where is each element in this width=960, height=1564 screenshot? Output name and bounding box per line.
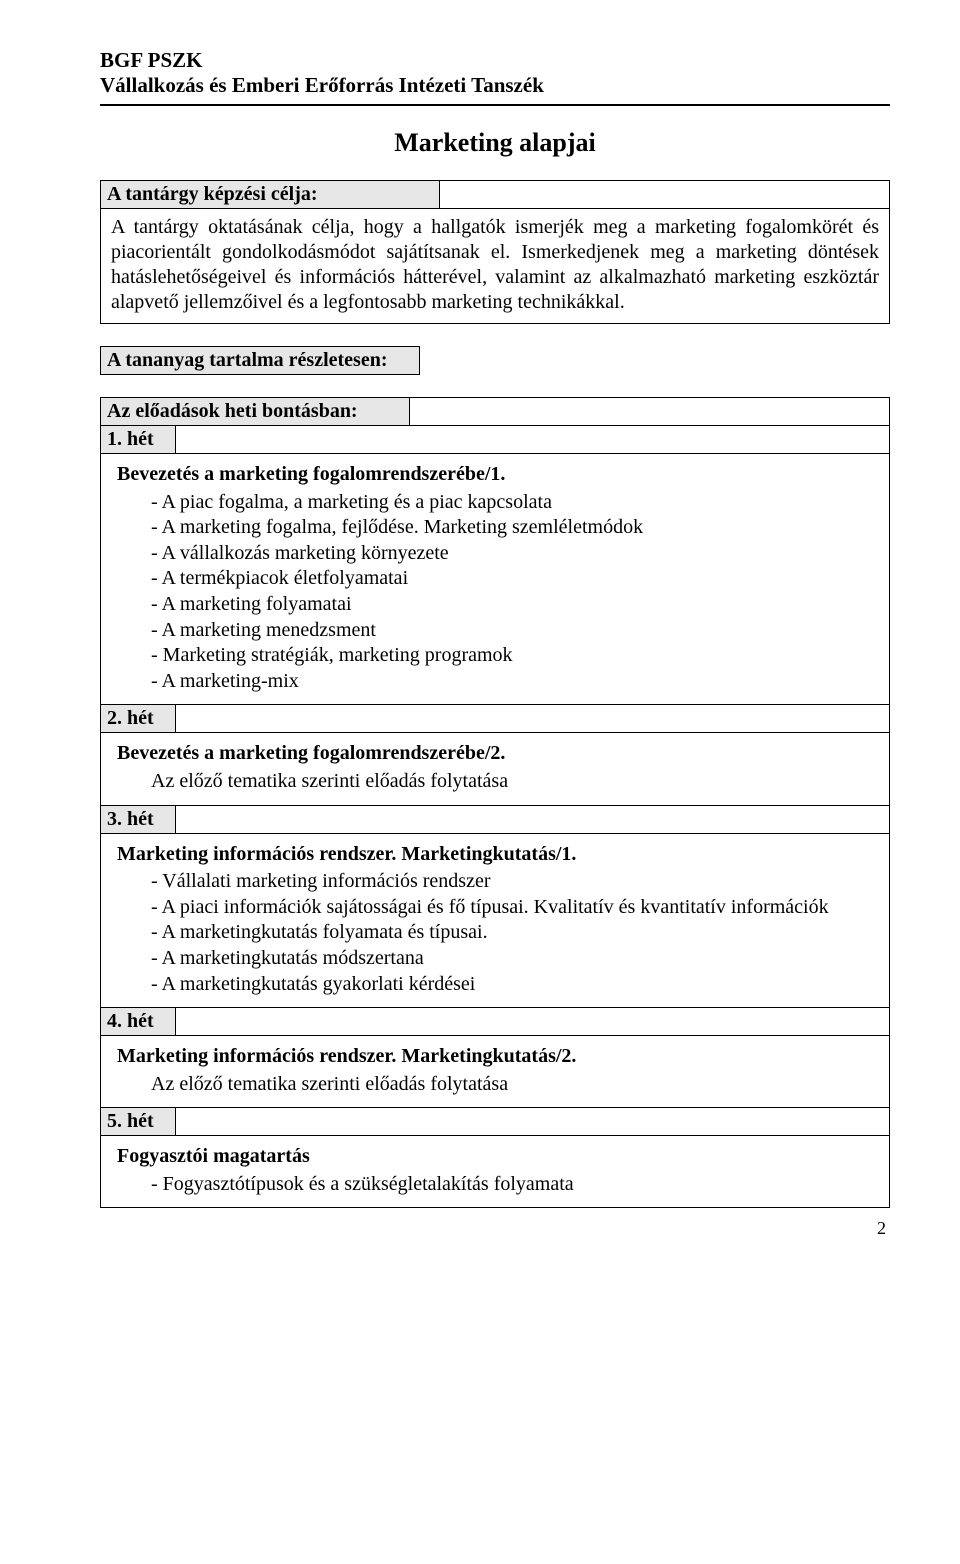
- goal-label: A tantárgy képzési célja:: [100, 180, 440, 209]
- week-row: 1. hét: [100, 426, 890, 454]
- bullet-item: - A marketing fogalma, fejlődése. Market…: [151, 515, 875, 541]
- week-bullets: - A piac fogalma, a marketing és a piac …: [117, 490, 875, 695]
- weekly-label-tail: [410, 397, 890, 426]
- week-label: 2. hét: [101, 705, 176, 732]
- week-label-tail: [176, 705, 889, 732]
- bullet-item: - Vállalati marketing információs rendsz…: [151, 869, 875, 895]
- week-content: Fogyasztói magatartás- Fogyasztótípusok …: [100, 1136, 890, 1208]
- bullet-item: - Marketing stratégiák, marketing progra…: [151, 643, 875, 669]
- bullet-item: - A marketing folyamatai: [151, 592, 875, 618]
- week-bullets: - Fogyasztótípusok és a szükségletalakít…: [117, 1172, 875, 1198]
- bullet-item: - A piac fogalma, a marketing és a piac …: [151, 490, 875, 516]
- document-header: BGF PSZK Vállalkozás és Emberi Erőforrás…: [100, 48, 890, 98]
- header-line-2: Vállalkozás és Emberi Erőforrás Intézeti…: [100, 73, 890, 98]
- bullet-item: - A marketingkutatás módszertana: [151, 946, 875, 972]
- week-row: 2. hét: [100, 705, 890, 733]
- goal-text: A tantárgy oktatásának célja, hogy a hal…: [100, 209, 890, 324]
- week-topic-title: Marketing információs rendszer. Marketin…: [117, 1044, 875, 1070]
- weekly-label-row: Az előadások heti bontásban:: [100, 397, 890, 426]
- week-note: Az előző tematika szerinti előadás folyt…: [117, 1072, 875, 1098]
- week-label: 5. hét: [101, 1108, 176, 1135]
- bullet-item: - A marketing menedzsment: [151, 618, 875, 644]
- page-number: 2: [100, 1218, 890, 1239]
- week-topic-title: Fogyasztói magatartás: [117, 1144, 875, 1170]
- week-row: 5. hét: [100, 1108, 890, 1136]
- header-divider: [100, 104, 890, 106]
- content-label: A tananyag tartalma részletesen:: [100, 346, 420, 375]
- week-content: Marketing információs rendszer. Marketin…: [100, 834, 890, 1009]
- week-bullets: - Vállalati marketing információs rendsz…: [117, 869, 875, 997]
- weekly-label: Az előadások heti bontásban:: [100, 397, 410, 426]
- week-label: 3. hét: [101, 806, 176, 833]
- document-title: Marketing alapjai: [100, 128, 890, 158]
- week-topic-title: Bevezetés a marketing fogalomrendszerébe…: [117, 741, 875, 767]
- week-row: 3. hét: [100, 806, 890, 834]
- bullet-item: - A marketingkutatás gyakorlati kérdései: [151, 972, 875, 998]
- bullet-item: - Fogyasztótípusok és a szükségletalakít…: [151, 1172, 875, 1198]
- week-topic-title: Marketing információs rendszer. Marketin…: [117, 842, 875, 868]
- week-label-tail: [176, 806, 889, 833]
- week-content: Bevezetés a marketing fogalomrendszerébe…: [100, 454, 890, 705]
- bullet-item: - A piaci információk sajátosságai és fő…: [151, 895, 875, 921]
- bullet-item: - A termékpiacok életfolyamatai: [151, 566, 875, 592]
- weeks-container: 1. hét Bevezetés a marketing fogalomrends…: [100, 426, 890, 1208]
- week-label-tail: [176, 1108, 889, 1135]
- week-note: Az előző tematika szerinti előadás folyt…: [117, 769, 875, 795]
- week-row: 4. hét: [100, 1008, 890, 1036]
- content-label-row: A tananyag tartalma részletesen:: [100, 346, 890, 375]
- week-content: Bevezetés a marketing fogalomrendszerébe…: [100, 733, 890, 805]
- bullet-item: - A vállalkozás marketing környezete: [151, 541, 875, 567]
- week-label: 4. hét: [101, 1008, 176, 1035]
- bullet-item: - A marketingkutatás folyamata és típusa…: [151, 920, 875, 946]
- week-label: 1. hét: [101, 426, 176, 453]
- week-topic-title: Bevezetés a marketing fogalomrendszerébe…: [117, 462, 875, 488]
- week-content: Marketing információs rendszer. Marketin…: [100, 1036, 890, 1108]
- week-label-tail: [176, 1008, 889, 1035]
- bullet-item: - A marketing-mix: [151, 669, 875, 695]
- week-label-tail: [176, 426, 889, 453]
- header-line-1: BGF PSZK: [100, 48, 890, 73]
- goal-label-row: A tantárgy képzési célja:: [100, 180, 890, 209]
- goal-label-tail: [440, 180, 890, 209]
